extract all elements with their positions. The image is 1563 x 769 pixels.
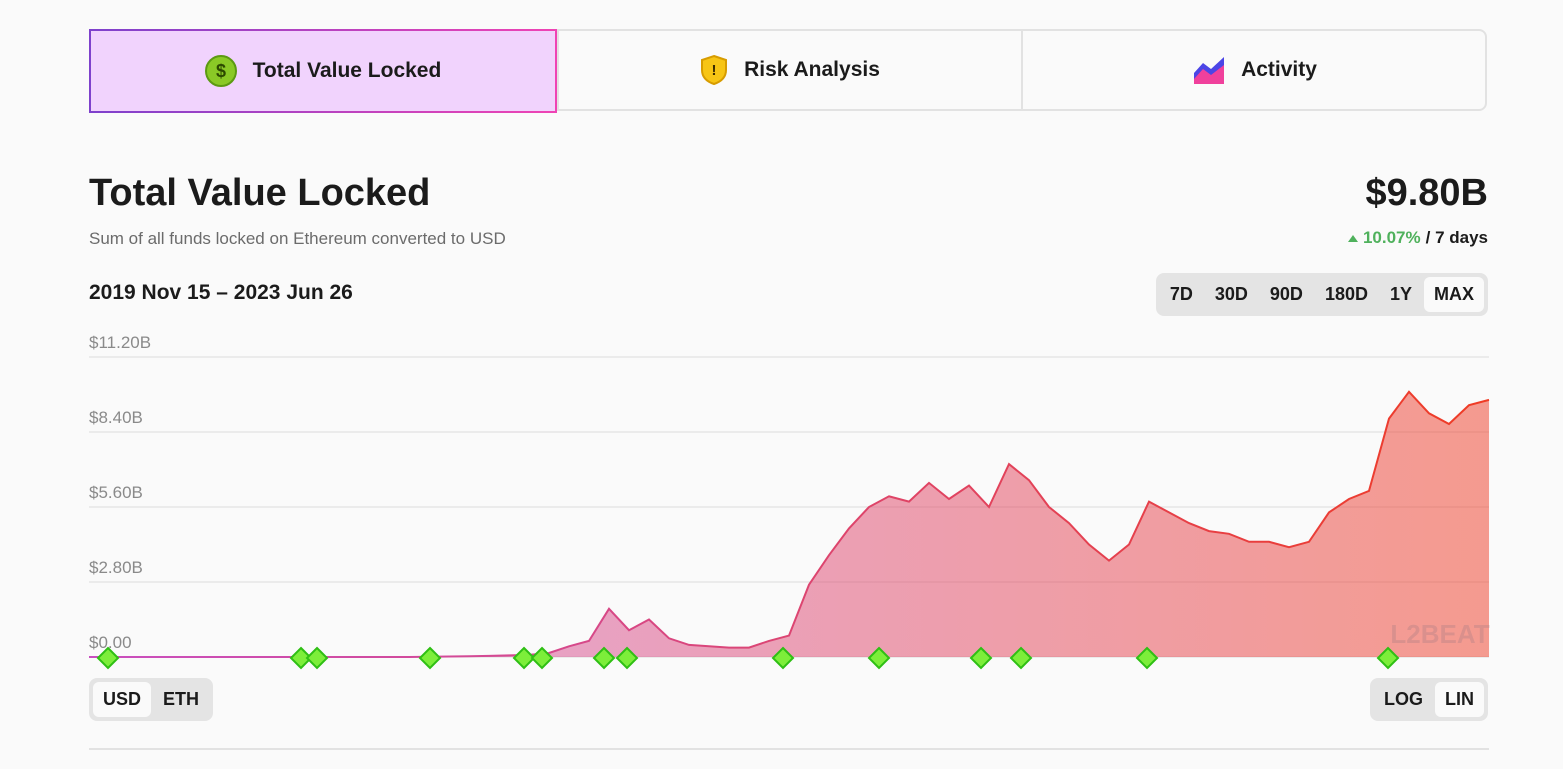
scale-button[interactable]: LIN — [1435, 682, 1484, 717]
range-selector: 7D 30D 90D 180D 1Y MAX — [1155, 273, 1488, 316]
range-button[interactable]: 1Y — [1389, 284, 1412, 304]
range-button[interactable]: 180D — [1324, 284, 1368, 304]
tab-label: Risk Analysis — [744, 58, 880, 81]
tab[interactable]: ! Risk Analysis — [557, 31, 1023, 109]
tab-label: Total Value Locked — [252, 59, 442, 82]
y-tick-label: $5.60B — [89, 483, 143, 502]
title: Total Value Locked — [89, 172, 431, 214]
milestone[interactable] — [867, 646, 891, 670]
range-button[interactable]: 30D — [1214, 284, 1248, 304]
subtitle: Sum of all funds locked on Ethereum conv… — [89, 229, 506, 248]
milestone[interactable] — [305, 646, 329, 670]
milestone[interactable] — [418, 646, 442, 670]
y-tick-label: $8.40B — [89, 408, 143, 427]
range-button[interactable]: MAX — [1424, 277, 1484, 312]
milestone[interactable] — [1376, 646, 1400, 670]
scale-selector: LOG LIN — [1370, 678, 1488, 721]
currency-selector: USD ETH — [89, 678, 214, 721]
svg-text:!: ! — [712, 62, 717, 79]
tab-label: Activity — [1241, 58, 1317, 81]
currency-button[interactable]: ETH — [163, 689, 200, 709]
chart: $0.00 $2.80B $5.60B $8.40B $11.20B L2BEAT — [89, 333, 1490, 670]
tab[interactable]: $ Total Value Locked — [89, 29, 557, 113]
tab[interactable]: Activity — [1023, 31, 1487, 109]
icon: ! — [701, 54, 728, 86]
range-button[interactable]: 90D — [1269, 284, 1303, 304]
y-tick-label: $2.80B — [89, 558, 143, 577]
icon — [1194, 57, 1225, 84]
svg-text:$: $ — [216, 61, 226, 81]
change: 10.07% — [1362, 228, 1421, 247]
milestone[interactable] — [615, 646, 639, 670]
date-range: 2019 Nov 15 – 2023 Jun 26 — [89, 281, 353, 304]
tab-bar: $ Total Value Locked ! Risk Analysis Act… — [89, 29, 1487, 113]
change-row: 10.07% / 7 days — [1347, 228, 1488, 248]
up-arrow — [1347, 235, 1358, 242]
milestone[interactable] — [969, 646, 993, 670]
milestone[interactable] — [1009, 646, 1033, 670]
milestone[interactable] — [592, 646, 616, 670]
divider — [89, 748, 1489, 750]
tvl-value: $9.80B — [1365, 172, 1488, 214]
milestone[interactable] — [96, 646, 120, 670]
y-tick-label: $11.20B — [89, 333, 151, 352]
milestone[interactable] — [1135, 646, 1159, 670]
milestone[interactable] — [771, 646, 795, 670]
area — [89, 391, 1489, 657]
range-button[interactable]: 7D — [1169, 284, 1193, 304]
icon: $ — [204, 55, 237, 87]
y-tick-label: $0.00 — [89, 633, 132, 652]
currency-button[interactable]: USD — [93, 682, 152, 717]
milestones — [96, 646, 1400, 670]
period: / 7 days — [1425, 228, 1488, 247]
scale-button[interactable]: LOG — [1384, 689, 1423, 709]
milestone[interactable] — [289, 646, 313, 670]
milestone[interactable] — [530, 646, 554, 670]
milestone[interactable] — [512, 646, 536, 670]
watermark: L2BEAT — [1390, 619, 1489, 649]
